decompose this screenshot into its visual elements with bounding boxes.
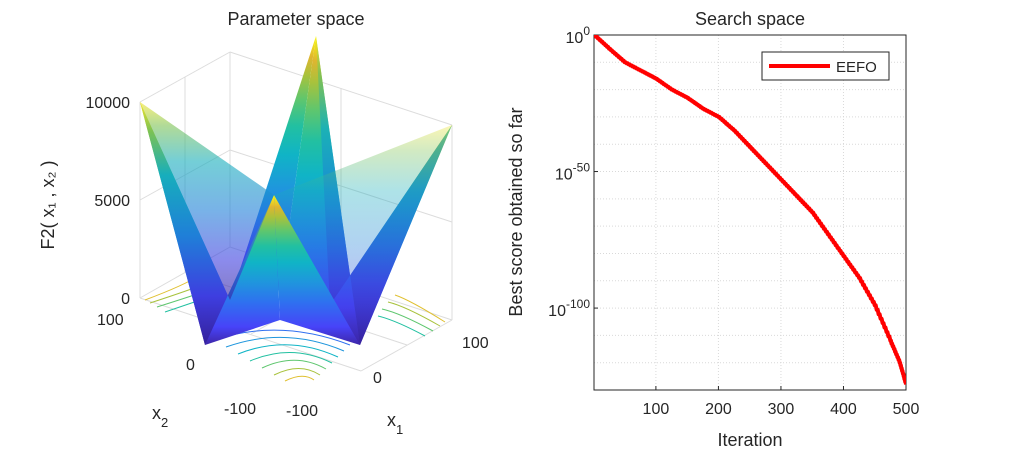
y-axis-label: x2 [152, 403, 168, 430]
y-tick: 0 [186, 357, 195, 374]
plot-frame [593, 34, 907, 391]
x-tick: 100 [462, 335, 489, 352]
x-tick-label: 200 [705, 401, 732, 418]
x-tick-label: 100 [643, 401, 670, 418]
z-tick: 5000 [94, 193, 130, 210]
z-axis-label: F2( x₁ , x₂ ) [38, 160, 58, 249]
y-ticks: 100 10-50 10-100 [548, 24, 598, 320]
grid [594, 34, 907, 391]
convergence-plot-title: Search space [695, 9, 805, 29]
x-tick-label: 500 [893, 401, 920, 418]
x-tick-label: 400 [830, 401, 857, 418]
legend-label-eefo: EEFO [836, 59, 877, 76]
x-tick: 0 [373, 370, 382, 387]
surface-plot-title: Parameter space [227, 9, 364, 29]
x-ticks: 100 200 300 400 500 [643, 386, 920, 418]
y-tick: -100 [224, 401, 256, 418]
convergence-plot: Search space 100 200 300 400 500 100 10-50 10-… [506, 9, 919, 450]
x-axis-label: x1 [387, 410, 403, 437]
y-tick-label: 10-100 [548, 297, 590, 320]
x-tick-label: 300 [768, 401, 795, 418]
x-tick-labels: -100 0 100 [286, 335, 489, 420]
legend: EEFO [761, 51, 890, 81]
y-tick: 100 [97, 312, 124, 329]
y-tick-label: 100 [566, 24, 591, 47]
y-tick-label: 10-50 [555, 161, 590, 184]
series-line-eefo [594, 35, 906, 385]
z-tick-labels: 0 5000 10000 [86, 95, 131, 308]
x-tick: -100 [286, 403, 318, 420]
y-axis-title: Best score obtained so far [506, 107, 526, 316]
x-axis-title: Iteration [717, 430, 782, 450]
z-tick: 0 [121, 291, 130, 308]
surface-plot: Parameter space [38, 9, 489, 437]
surface [140, 36, 452, 345]
z-tick: 10000 [86, 95, 131, 112]
y-tick-labels: 100 0 -100 [97, 312, 256, 418]
